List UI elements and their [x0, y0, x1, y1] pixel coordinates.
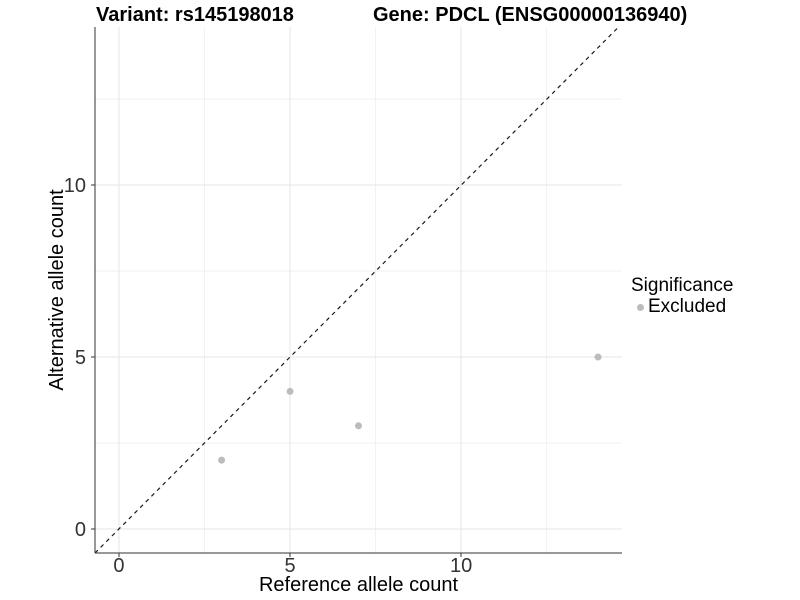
gene-title: Gene: PDCL (ENSG00000136940) — [373, 4, 688, 26]
legend-title: Significance — [631, 275, 734, 296]
x-tick-label: 5 — [284, 555, 295, 577]
variant-title: Variant: rs145198018 — [96, 4, 294, 26]
data-point — [355, 422, 362, 430]
identity-line — [94, 26, 620, 554]
y-tick-label: 0 — [75, 519, 86, 541]
x-tick-label: 0 — [113, 555, 124, 577]
y-axis-title: Alternative allele count — [46, 189, 68, 391]
legend-item-excluded: Excluded — [631, 297, 733, 317]
legend: Significance Excluded — [631, 276, 733, 317]
legend-item-label: Excluded — [648, 296, 727, 317]
y-tick-label: 5 — [75, 347, 86, 369]
y-tick-label: 10 — [64, 175, 86, 197]
data-point — [286, 387, 294, 395]
x-axis-title: Reference allele count — [259, 574, 458, 596]
data-point — [218, 456, 226, 464]
excluded-point-icon — [637, 303, 644, 311]
data-point — [594, 353, 602, 361]
x-tick-label: 10 — [450, 555, 472, 577]
